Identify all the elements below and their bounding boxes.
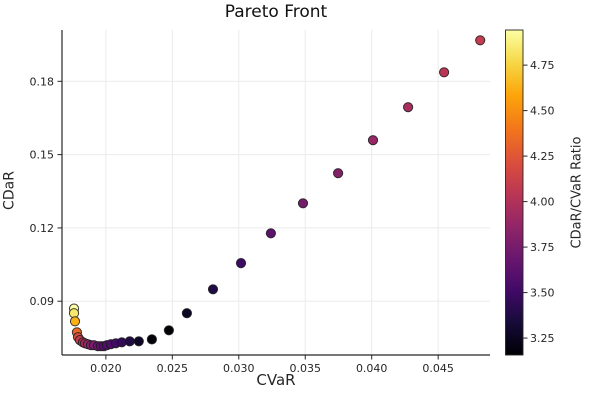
y-tick-label: 0.12 [30, 222, 55, 235]
colorbar-tick-label: 3.50 [530, 287, 555, 300]
colorbar-tick-label: 4.00 [530, 196, 555, 209]
colorbar-tick-label: 3.75 [530, 241, 555, 254]
scatter-points [68, 35, 486, 352]
y-tick-label: 0.09 [30, 295, 55, 308]
x-tick-label: 0.035 [289, 362, 321, 375]
chart-title: Pareto Front [224, 2, 328, 22]
data-point [475, 35, 486, 46]
x-tick-label: 0.030 [223, 362, 255, 375]
data-point [69, 316, 81, 327]
data-point [403, 102, 414, 113]
data-point [207, 284, 219, 295]
colorbar-tick-label: 4.75 [530, 59, 555, 72]
x-tick-label: 0.020 [90, 362, 122, 375]
gridlines [62, 30, 490, 355]
data-point [146, 334, 157, 345]
colorbar-tick-label: 4.25 [530, 150, 555, 163]
data-point [439, 67, 450, 78]
colorbar-tick-label: 3.25 [530, 332, 555, 345]
colorbar: 3.25 3.50 3.75 4.00 4.25 4.50 4.75 [505, 29, 555, 356]
axes [61, 30, 490, 356]
x-tick-label: 0.025 [157, 362, 189, 375]
data-point [235, 258, 247, 269]
x-tick-label: 0.045 [422, 362, 454, 375]
data-point [163, 325, 174, 336]
y-tick-label: 0.15 [30, 149, 55, 162]
colorbar-tick-label: 4.50 [530, 105, 555, 118]
data-point [367, 135, 379, 146]
colorbar-gradient [505, 29, 524, 356]
data-point [133, 336, 144, 347]
y-tick-label: 0.18 [30, 75, 55, 88]
data-point [265, 228, 276, 239]
x-axis-label: CVaR [256, 371, 296, 389]
data-point [297, 198, 309, 209]
data-point [333, 168, 344, 179]
tick-marks-and-labels: 0.020 0.025 0.030 0.035 0.040 0.045 0.09 0.12 0.… [30, 75, 454, 375]
x-tick-label: 0.040 [356, 362, 388, 375]
data-point [181, 308, 192, 319]
data-point [124, 336, 135, 347]
